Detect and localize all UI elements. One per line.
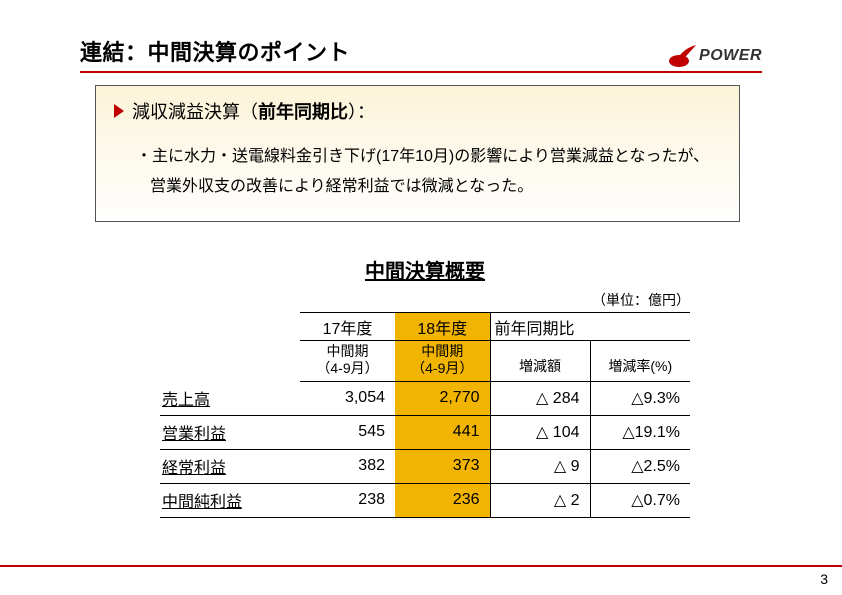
- summary-heading-prefix: 減収減益決算（: [132, 98, 258, 124]
- logo-text: POWER: [699, 47, 762, 65]
- cell-y18: 373: [395, 449, 490, 483]
- cell-y17: 238: [300, 483, 395, 517]
- cell-diff: △ 2: [490, 483, 590, 517]
- table-header-row-2: 中間期 （4-9月） 中間期 （4-9月） 増減額 増減率(%): [160, 341, 690, 382]
- table-header-row-1: 17年度 18年度 前年同期比: [160, 313, 690, 341]
- table-unit: （単位：億円）: [160, 290, 690, 310]
- row-label: 営業利益: [162, 426, 226, 443]
- col-header-compare: 前年同期比: [490, 313, 690, 341]
- summary-line-1: ・主に水力・送電線料金引き下げ(17年10月)の影響により営業減益となったが、: [136, 142, 721, 172]
- cell-y17: 3,054: [300, 381, 395, 415]
- col-header-y18: 18年度: [395, 313, 490, 341]
- cell-diff: △ 104: [490, 415, 590, 449]
- cell-y17: 545: [300, 415, 395, 449]
- cell-diff: △ 9: [490, 449, 590, 483]
- col-header-y17: 17年度: [300, 313, 395, 341]
- summary-heading-bold: 前年同期比: [258, 98, 348, 124]
- header: 連結：中間決算のポイント POWER: [80, 35, 762, 73]
- cell-y18: 441: [395, 415, 490, 449]
- table-row: 経常利益 382 373 △ 9 △2.5%: [160, 449, 690, 483]
- page-number: 3: [820, 571, 828, 587]
- financial-table: 17年度 18年度 前年同期比 中間期 （4-9月） 中間期 （4-9月） 増減…: [160, 312, 690, 518]
- row-label: 中間純利益: [162, 494, 242, 511]
- sub-diff: 増減額: [490, 341, 590, 382]
- summary-heading-suffix: ）：: [348, 98, 375, 124]
- logo: POWER: [669, 45, 762, 67]
- table-row: 売上高 3,054 2,770 △ 284 △9.3%: [160, 381, 690, 415]
- table-row: 中間純利益 238 236 △ 2 △0.7%: [160, 483, 690, 517]
- triangle-bullet-icon: [114, 104, 124, 118]
- table-title: 中間決算概要: [160, 255, 690, 284]
- row-label: 経常利益: [162, 460, 226, 477]
- cell-pct: △9.3%: [590, 381, 690, 415]
- footer-divider: [0, 565, 842, 567]
- jpower-logo-icon: [669, 45, 697, 67]
- cell-pct: △2.5%: [590, 449, 690, 483]
- page-title: 連結：中間決算のポイント: [80, 35, 350, 67]
- cell-pct: △19.1%: [590, 415, 690, 449]
- cell-diff: △ 284: [490, 381, 590, 415]
- summary-body: ・主に水力・送電線料金引き下げ(17年10月)の影響により営業減益となったが、 …: [114, 142, 721, 203]
- sub-period-17: 中間期 （4-9月）: [300, 341, 395, 382]
- cell-y17: 382: [300, 449, 395, 483]
- financial-table-section: 中間決算概要 （単位：億円） 17年度 18年度 前年同期比 中間期 （4-9月…: [160, 255, 690, 518]
- summary-line-2: 営業外収支の改善により経常利益では微減となった。: [136, 172, 721, 202]
- sub-period-18: 中間期 （4-9月）: [395, 341, 490, 382]
- sub-pct: 増減率(%): [590, 341, 690, 382]
- summary-heading: 減収減益決算（前年同期比）：: [114, 98, 721, 124]
- summary-box: 減収減益決算（前年同期比）： ・主に水力・送電線料金引き下げ(17年10月)の影…: [95, 85, 740, 222]
- cell-pct: △0.7%: [590, 483, 690, 517]
- cell-y18: 236: [395, 483, 490, 517]
- table-row: 営業利益 545 441 △ 104 △19.1%: [160, 415, 690, 449]
- row-label: 売上高: [162, 392, 210, 409]
- cell-y18: 2,770: [395, 381, 490, 415]
